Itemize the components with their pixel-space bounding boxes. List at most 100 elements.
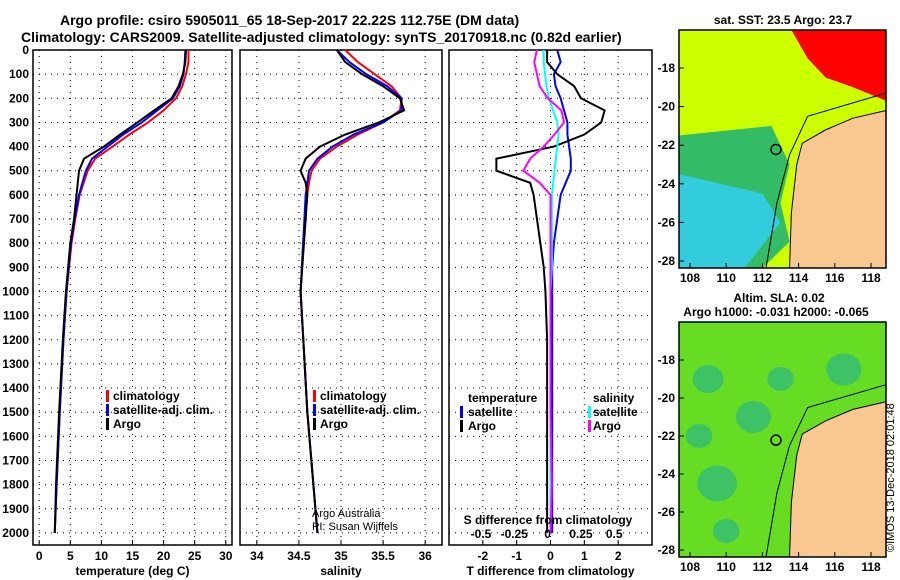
legend-label-2: Argo [113,417,141,431]
legend-swatch [460,420,463,432]
lat-tick-label: -18 [658,353,676,367]
bathymetry-contour [765,92,887,269]
lon-tick-label: 116 [825,271,845,285]
x-axis-label: salinity [320,564,362,578]
lon-tick-label: 114 [789,560,809,574]
x-tick-label: 25 [188,549,202,563]
sla-eddy [767,367,794,391]
lat-tick-label: -22 [658,138,676,152]
depth-tick-label: 600 [9,188,29,202]
sla-eddy [697,465,737,502]
x-axis-label: T difference from climatology [466,564,634,578]
sst-map-title: sat. SST: 23.5 Argo: 23.7 [714,13,853,27]
x-tick-label: 10 [95,549,109,563]
x-tick-label: 35.5 [371,549,395,563]
x-axis-label: temperature (deg C) [75,564,189,578]
lat-tick-label: -26 [658,505,676,519]
depth-tick-label: 1300 [2,357,29,371]
depth-tick-label: 200 [9,91,29,105]
x-tick-label: 34 [250,549,264,563]
lon-tick-label: 116 [825,560,845,574]
series-line-t-argo [495,50,606,533]
annotation-line-1: Argo Australia [312,508,381,520]
legend-salinity-item: satellite [593,405,638,419]
depth-tick-label: 1500 [2,405,29,419]
lon-tick-label: 112 [753,271,773,285]
depth-tick-label: 1000 [2,284,29,298]
lat-tick-label: -20 [658,100,676,114]
depth-tick-label: 400 [9,140,29,154]
cold-sst-region [679,174,781,268]
lon-tick-label: 112 [753,560,773,574]
legend-label-1: satellite-adj. clim. [320,403,420,417]
depth-tick-label: 900 [9,260,29,274]
lon-tick-label: 110 [717,560,737,574]
x-tick-label: 0 [547,549,554,563]
depth-tick-label: 0 [22,43,29,57]
x-tick-label: 5 [67,549,74,563]
lat-tick-label: -20 [658,391,676,405]
legend-label-0: climatology [113,389,180,403]
legend-swatch [106,390,109,402]
depth-tick-label: 1700 [2,453,29,467]
legend-swatch [106,418,109,430]
depth-tick-label: 100 [9,67,29,81]
x2-tick-label: 0 [544,527,551,541]
depth-tick-label: 700 [9,212,29,226]
lat-tick-label: -18 [658,61,676,75]
x-tick-label: 0 [36,549,43,563]
x-tick-label: 35 [334,549,348,563]
legend-salinity-title: salinity [593,391,635,405]
legend-swatch [313,404,316,416]
lon-tick-label: 108 [680,560,700,574]
annotation-line-2: PI: Susan Wijffels [312,521,398,533]
legend-temperature-item: Argo [468,419,496,433]
x2-tick-label: 0.25 [569,527,593,541]
series-line-t-satellite [551,49,572,533]
depth-tick-label: 1900 [2,502,29,516]
lon-tick-label: 118 [861,560,881,574]
legend-swatch [588,420,591,432]
depth-tick-label: 1400 [2,381,29,395]
legend-label-2: Argo [320,417,348,431]
depth-tick-label: 300 [9,115,29,129]
depth-tick-label: 1200 [2,333,29,347]
x-tick-label: 1 [581,549,588,563]
x-tick-label: 15 [126,549,140,563]
depth-tick-label: 500 [9,164,29,178]
sla-map [678,321,887,558]
sst-map [678,29,887,269]
depth-tick-label: 1800 [2,478,29,492]
lon-tick-label: 108 [680,271,700,285]
x-tick-label: 2 [615,549,622,563]
sla-eddy [692,365,724,393]
lat-tick-label: -26 [658,215,676,229]
x-tick-label: 20 [157,549,171,563]
warm-sst-region [791,30,886,101]
depth-tick-label: 800 [9,236,29,250]
lat-tick-label: -28 [658,254,676,268]
legend-temperature-item: satellite [468,405,513,419]
x-tick-label: -2 [477,549,488,563]
lat-tick-label: -28 [658,543,676,557]
legend-swatch [588,406,591,418]
legend-salinity-item: Argo [593,419,621,433]
legend-label-1: satellite-adj. clim. [113,403,213,417]
lat-tick-label: -22 [658,429,676,443]
argo-position-marker [770,143,782,156]
copyright-text: ©IMOS 13-Dec-2018 02:01:48 [885,403,897,552]
x-tick-label: 30 [219,549,233,563]
legend-swatch [313,418,316,430]
depth-tick-label: 1600 [2,429,29,443]
lon-tick-label: 110 [717,271,737,285]
sla-map-title: Altim. SLA: 0.02 [733,291,825,305]
title-line-1: Argo profile: csiro 5905011_65 18-Sep-20… [60,12,520,28]
depth-tick-label: 2000 [2,526,29,540]
sla-eddy [826,353,862,386]
lon-tick-label: 118 [861,271,881,285]
series-line-s-argo [522,49,566,533]
x-tick-label: 34.5 [287,549,311,563]
sla-eddy [713,519,740,543]
